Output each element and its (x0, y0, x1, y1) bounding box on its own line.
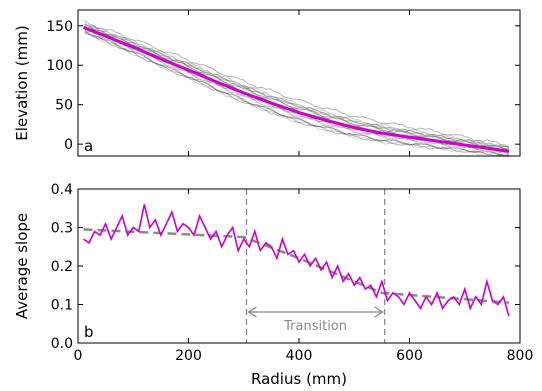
y-axis-label-slope: Average slope (13, 213, 31, 319)
elevation-profile-line (84, 29, 510, 157)
elevation-profile-line (84, 25, 510, 151)
panel-b-xtick-label: 800 (507, 348, 534, 364)
panel-b-ytick-label: 0.2 (51, 259, 73, 275)
transition-arrow (247, 306, 384, 318)
elevation-profile-line (84, 27, 510, 154)
panel-a-frame (77, 9, 521, 157)
panel-a-ytick-label: 150 (46, 19, 73, 35)
panel-b-xtick-label: 400 (286, 348, 313, 364)
average-slope-line (83, 204, 510, 317)
panel-b-xtick-label: 200 (175, 348, 202, 364)
slope-fit-line (83, 228, 509, 304)
elevation-profile-line (84, 24, 510, 148)
x-axis-label-radius: Radius (mm) (251, 370, 347, 388)
panel-a-ytick-label: 100 (46, 58, 73, 74)
panel-b-ytick-label: 0.0 (51, 336, 73, 352)
transition-boundaries (245, 189, 386, 343)
panel-a-ytick-label: 0 (64, 137, 73, 153)
panel-b-ytick-label: 0.1 (51, 298, 73, 314)
panel-a-ytick-label: 50 (55, 98, 73, 114)
elevation-profile-line (84, 31, 510, 158)
panel-b-ticks: 0 200 400 600 800 0.0 0.1 0.2 0.3 0.4 (51, 182, 534, 364)
elevation-profile-line (84, 20, 510, 148)
elevation-profile-line (84, 28, 510, 153)
elevation-profile-line (84, 24, 510, 150)
elevation-profile-line (84, 32, 510, 157)
panel-letter-b: b (84, 323, 94, 341)
panel-slope: Transition 0 200 400 600 8000.00.10.20.30.4 … (13, 182, 533, 388)
elevation-profile-line (84, 23, 510, 151)
panel-b-ytick-label: 0.4 (51, 182, 73, 198)
panel-elevation: 0 50 100 150 Elevation (mm) a (13, 9, 521, 158)
panel-letter-a: a (84, 137, 93, 155)
elevation-profile-line (84, 23, 510, 149)
panel-b-xtick-label: 0 (74, 348, 83, 364)
elevation-profile-line (84, 27, 510, 153)
panel-b-xtick-label: 600 (396, 348, 423, 364)
panel-a-ticks: 0 50 100 150 (46, 10, 521, 156)
elevation-profiles (84, 20, 510, 158)
transition-label: Transition (283, 319, 347, 334)
mean-elevation-line (82, 26, 510, 153)
transition-arrow-head-left (247, 306, 257, 318)
y-axis-label-elevation: Elevation (mm) (13, 25, 31, 140)
elevation-profile-line (84, 27, 509, 152)
panel-b-ytick-label: 0.3 (51, 221, 73, 237)
transition-arrow-head-right (374, 306, 384, 318)
